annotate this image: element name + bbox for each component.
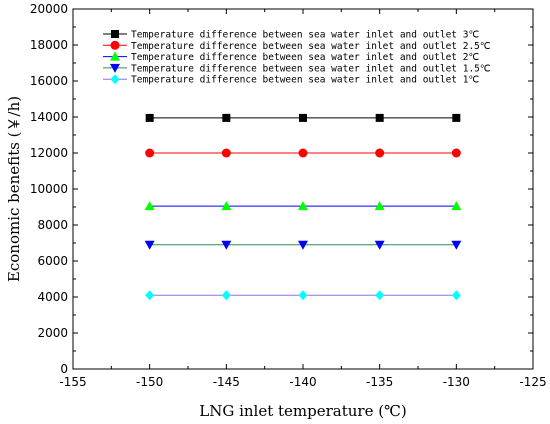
y-tick-label: 4000 (37, 290, 68, 304)
legend-marker (111, 30, 119, 38)
series-layer (144, 113, 462, 301)
y-tick-label: 16000 (30, 74, 68, 88)
legend-marker (110, 40, 120, 50)
x-tick-label: -145 (213, 375, 240, 389)
data-point (451, 290, 461, 301)
data-point (145, 113, 154, 122)
y-axis: 0 2000 4000 6000 8000 10000 12000 14000 16000 180… (30, 2, 533, 376)
x-tick-label: -125 (519, 375, 546, 389)
data-point (145, 148, 155, 158)
y-tick-label: 20000 (30, 2, 68, 16)
y-tick-label: 12000 (30, 146, 68, 160)
y-tick-label: 0 (60, 362, 68, 376)
data-point (144, 201, 155, 211)
data-point (221, 148, 231, 158)
data-point (221, 240, 232, 250)
data-point (298, 148, 308, 158)
series-3 (144, 201, 462, 211)
legend-marker (110, 51, 120, 61)
y-tick-label: 18000 (30, 38, 68, 52)
series-2 (145, 148, 461, 158)
legend-label: Temperature difference between sea water… (131, 52, 479, 63)
data-point (299, 113, 307, 122)
data-point (375, 148, 385, 158)
y-axis-title: Economic benefits (￥/h) (5, 96, 23, 282)
data-point (221, 201, 232, 211)
y-tick-label: 6000 (37, 254, 68, 268)
data-point (451, 240, 462, 250)
legend-label: Temperature difference between sea water… (131, 41, 491, 52)
data-point (374, 201, 385, 211)
x-tick-label: -155 (59, 375, 86, 389)
x-tick-label: -130 (443, 375, 470, 389)
legend-item: Temperature difference between sea water… (103, 74, 479, 86)
data-point (145, 290, 155, 301)
data-point (375, 290, 385, 301)
legend-item: Temperature difference between sea water… (103, 40, 491, 52)
legend-item: Temperature difference between sea water… (103, 63, 491, 74)
series-4 (144, 240, 462, 250)
x-tick-label: -140 (289, 375, 316, 389)
data-point (221, 290, 231, 301)
plot-area (72, 8, 534, 370)
data-point (298, 240, 308, 250)
legend-item: Temperature difference between sea water… (103, 51, 479, 63)
series-1 (145, 113, 461, 122)
y-tick-label: 2000 (37, 326, 68, 340)
x-tick-label: -135 (366, 375, 393, 389)
data-point (144, 240, 155, 250)
data-point (451, 201, 462, 211)
legend-marker (110, 74, 120, 85)
data-point (374, 240, 385, 250)
y-tick-label: 10000 (30, 182, 68, 196)
data-point (298, 201, 308, 211)
y-tick-label: 8000 (37, 218, 68, 232)
x-tick-label: -150 (136, 375, 163, 389)
legend-marker (110, 63, 120, 73)
legend: Temperature difference between sea water… (103, 30, 491, 86)
x-axis: -155 -150 -145 -140 -135 -130 -125 (59, 9, 547, 389)
series-5 (145, 290, 461, 301)
legend-label: Temperature difference between sea water… (131, 75, 479, 86)
data-point (375, 113, 384, 122)
x-axis-title: LNG inlet temperature (℃) (199, 402, 406, 420)
y-tick-label: 14000 (30, 110, 68, 124)
data-point (451, 148, 461, 158)
data-point (222, 113, 231, 122)
data-point (452, 113, 461, 122)
legend-label: Temperature difference between sea water… (131, 30, 479, 41)
legend-label: Temperature difference between sea water… (131, 63, 491, 74)
legend-item: Temperature difference between sea water… (103, 30, 479, 41)
data-point (298, 290, 308, 301)
